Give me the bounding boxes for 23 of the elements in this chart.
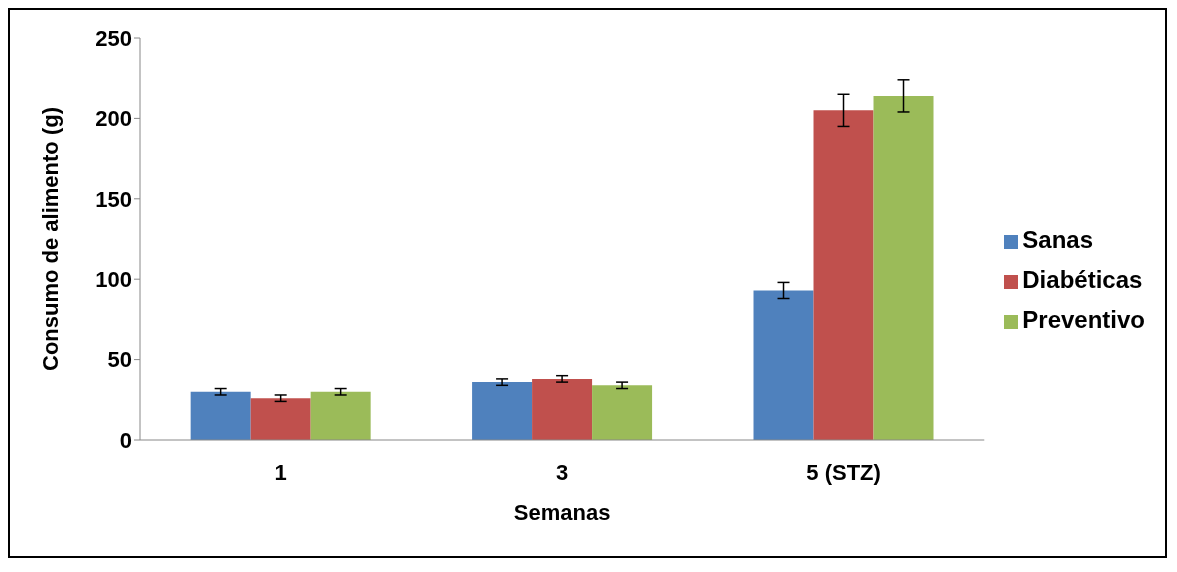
- legend-label: Sanas: [1022, 226, 1093, 253]
- bar: [532, 378, 593, 440]
- legend-label: Diabéticas: [1022, 266, 1143, 293]
- bar: [592, 385, 653, 440]
- y-tick-label: 50: [107, 347, 132, 373]
- x-axis-title: Semanas: [513, 500, 611, 525]
- y-tick-label: 200: [95, 106, 132, 132]
- bar: [873, 95, 934, 440]
- y-tick-label: 250: [95, 25, 132, 51]
- y-axis-title: Consumo de alimento (g): [37, 107, 63, 371]
- x-tick-label: 3: [556, 459, 569, 485]
- bar: [813, 110, 874, 440]
- legend-label: Preventivo: [1022, 306, 1145, 333]
- y-tick-label: 0: [119, 427, 132, 453]
- bar: [310, 391, 371, 440]
- bar: [190, 391, 251, 440]
- bar: [753, 290, 814, 440]
- x-tick-label: 1: [274, 459, 287, 485]
- bar: [250, 398, 311, 440]
- y-tick-label: 150: [95, 186, 132, 212]
- y-tick-label: 100: [95, 267, 132, 293]
- x-tick-label: 5 (STZ): [806, 459, 881, 485]
- bar: [472, 382, 533, 440]
